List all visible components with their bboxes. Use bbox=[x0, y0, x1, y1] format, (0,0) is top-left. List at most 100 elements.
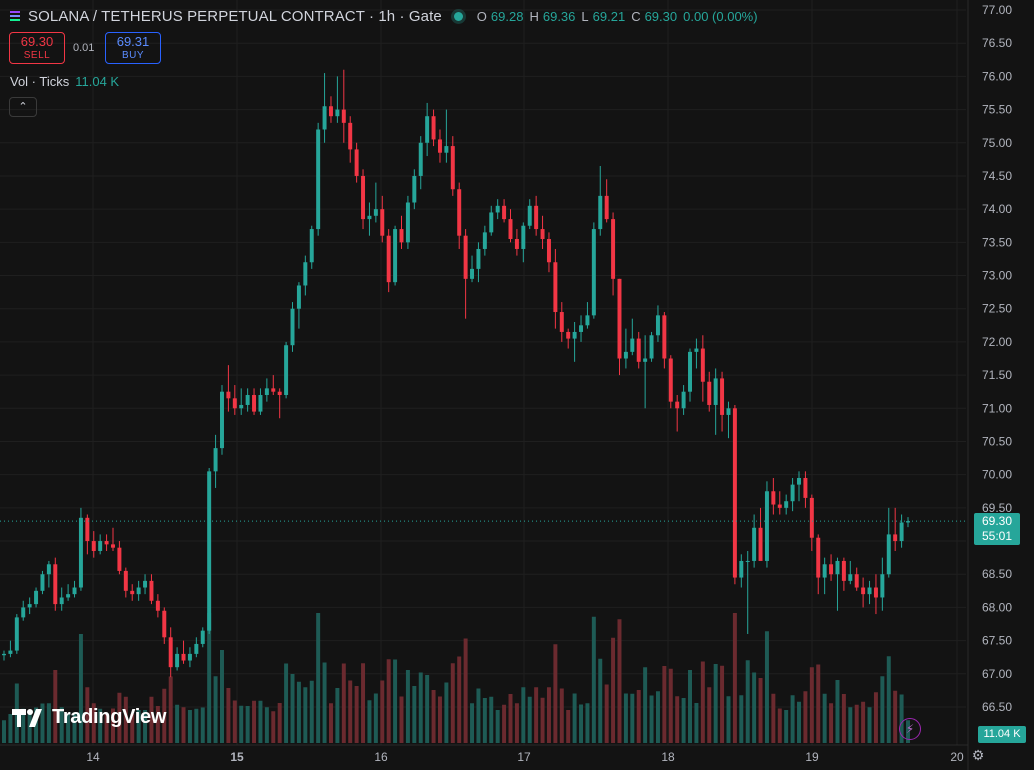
bar-countdown: 55:01 bbox=[981, 529, 1013, 543]
sell-button[interactable]: 69.30 SELL bbox=[9, 32, 65, 64]
candle-body bbox=[143, 580, 148, 588]
volume-bar bbox=[867, 707, 872, 743]
candle-body bbox=[668, 358, 673, 402]
candle-body bbox=[277, 391, 282, 396]
volume-bar bbox=[271, 711, 276, 743]
candle-body bbox=[585, 315, 590, 326]
candle-body bbox=[630, 338, 635, 352]
volume-bar bbox=[726, 696, 731, 743]
candle-body bbox=[399, 229, 404, 243]
volume-bar bbox=[219, 650, 224, 743]
candle-body bbox=[341, 109, 346, 123]
candle-body bbox=[393, 229, 398, 283]
volume-bar bbox=[591, 616, 596, 743]
volume-bar bbox=[739, 695, 744, 743]
volume-bar bbox=[534, 687, 539, 743]
volume-bar bbox=[143, 710, 148, 743]
y-tick-label: 71.50 bbox=[982, 368, 1012, 382]
volume-bar bbox=[470, 703, 475, 743]
candle-body bbox=[245, 395, 250, 405]
volume-bar bbox=[822, 693, 827, 743]
buy-button[interactable]: 69.31 BUY bbox=[105, 32, 161, 64]
volume-bar bbox=[187, 710, 192, 743]
candle-body bbox=[662, 315, 667, 359]
candle-body bbox=[482, 232, 487, 249]
candle-body bbox=[514, 239, 519, 249]
volume-bar bbox=[72, 712, 77, 743]
symbol-header[interactable]: SOLANA / TETHERUS PERPETUAL CONTRACT · 1… bbox=[8, 6, 760, 26]
candle-body bbox=[771, 491, 776, 505]
volume-legend[interactable]: Vol · Ticks 11.04 K bbox=[10, 74, 119, 89]
sell-label: SELL bbox=[23, 50, 51, 61]
volume-bar bbox=[566, 710, 571, 743]
candle-body bbox=[758, 527, 763, 561]
y-tick-label: 66.50 bbox=[982, 700, 1012, 714]
last-price-label: 69.30 55:01 bbox=[974, 513, 1020, 545]
y-tick-label: 75.50 bbox=[982, 103, 1012, 117]
volume-bar bbox=[854, 704, 859, 743]
candle-body bbox=[681, 391, 686, 409]
candle-body bbox=[617, 278, 622, 359]
candle-body bbox=[534, 205, 539, 230]
volume-bar bbox=[694, 703, 699, 743]
high-label: H bbox=[529, 8, 539, 24]
volume-bar bbox=[675, 696, 680, 743]
candle-body bbox=[764, 491, 769, 561]
volume-bar bbox=[617, 619, 622, 743]
volume-bar bbox=[816, 664, 821, 743]
volume-bar bbox=[341, 663, 346, 743]
volume-bar bbox=[764, 631, 769, 743]
candle-body bbox=[316, 129, 321, 230]
volume-bar bbox=[437, 696, 442, 743]
y-tick-label: 68.00 bbox=[982, 600, 1012, 614]
candle-body bbox=[476, 248, 481, 269]
x-tick-label: 20 bbox=[950, 750, 964, 764]
candle-body bbox=[149, 580, 154, 601]
volume-bar bbox=[489, 696, 494, 743]
volume-bar bbox=[155, 706, 160, 743]
candle-body bbox=[117, 547, 122, 571]
volume-bar bbox=[521, 687, 526, 743]
gear-icon[interactable]: ⚙ bbox=[971, 747, 985, 763]
ohlc-values: O 69.28 H 69.36 L 69.21 C 69.30 0.00 (0.00%) bbox=[477, 9, 760, 24]
candle-body bbox=[643, 358, 648, 362]
candle-body bbox=[53, 564, 58, 605]
volume-bar bbox=[46, 703, 51, 743]
close-label: C bbox=[631, 8, 641, 24]
candle-body bbox=[803, 477, 808, 498]
candle-body bbox=[14, 617, 19, 651]
volume-bar bbox=[713, 664, 718, 743]
candle-body bbox=[386, 235, 391, 283]
candle-body bbox=[470, 268, 475, 279]
candle-body bbox=[21, 607, 26, 618]
price-axis[interactable]: 77.00 76.50 76.00 75.50 75.00 74.50 74.00 73.50… bbox=[967, 0, 1012, 770]
tradingview-logo[interactable]: TradingView bbox=[12, 706, 166, 729]
candle-body bbox=[579, 325, 584, 332]
sell-price: 69.30 bbox=[20, 34, 54, 49]
volume-bars bbox=[2, 613, 910, 743]
candle-body bbox=[226, 391, 231, 399]
volume-bar bbox=[328, 703, 333, 743]
volume-bar bbox=[27, 714, 32, 743]
volume-bar bbox=[386, 659, 391, 743]
candle-body bbox=[809, 497, 814, 538]
volume-bar bbox=[893, 690, 898, 743]
volume-bar bbox=[572, 693, 577, 743]
solana-logo-icon bbox=[10, 11, 20, 21]
volume-bar bbox=[809, 667, 814, 743]
candle-body bbox=[906, 521, 910, 523]
lightning-icon[interactable]: ⚡ bbox=[899, 718, 921, 740]
volume-bar bbox=[123, 696, 128, 743]
low-value: 69.21 bbox=[592, 8, 626, 24]
volume-bar bbox=[284, 663, 289, 743]
volume-bar bbox=[232, 700, 237, 743]
volume-bar bbox=[514, 703, 519, 743]
symbol-title[interactable]: SOLANA / TETHERUS PERPETUAL CONTRACT · 1… bbox=[28, 7, 442, 25]
volume-bar bbox=[226, 688, 231, 743]
candle-body bbox=[752, 527, 757, 561]
candle-body bbox=[361, 175, 366, 220]
chevron-up-icon[interactable]: ⌃ bbox=[9, 97, 37, 117]
candle-body bbox=[354, 149, 359, 176]
time-axis[interactable]: 14 15 16 17 18 19 20 bbox=[0, 744, 968, 764]
